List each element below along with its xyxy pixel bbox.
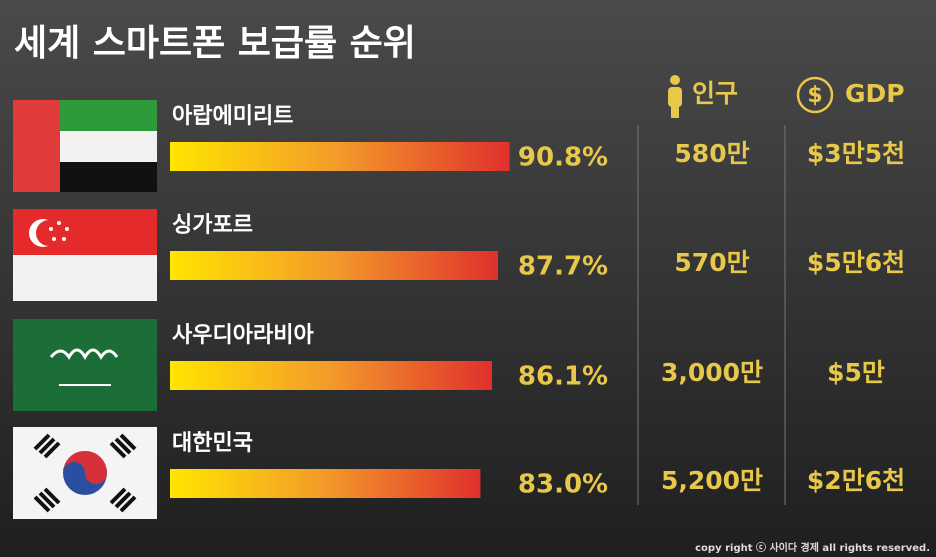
column-cell: $2만6천 bbox=[807, 466, 905, 495]
column-cell: 570만 bbox=[674, 248, 749, 277]
footer: copy right ⓒ 사이다 경제 all rights reserved. bbox=[695, 541, 930, 554]
column-cell: 580만 bbox=[674, 139, 749, 168]
bar bbox=[170, 361, 493, 390]
country-name: 대한민국 bbox=[172, 431, 253, 456]
value-label: 90.8% bbox=[518, 143, 608, 173]
bar bbox=[170, 251, 498, 280]
column-cell: 3,000만 bbox=[661, 358, 763, 387]
column-cell: $3만5천 bbox=[807, 139, 905, 168]
flag-korea bbox=[13, 427, 157, 519]
column-header: GDP bbox=[845, 79, 905, 108]
gdp-icon: $ bbox=[796, 76, 834, 114]
flag-uae bbox=[13, 100, 157, 192]
value-label: 87.7% bbox=[518, 252, 608, 282]
flag-singapore bbox=[13, 209, 157, 301]
column-cell: $5만6천 bbox=[807, 248, 905, 277]
population-icon bbox=[668, 75, 682, 118]
svg-text:$: $ bbox=[807, 83, 822, 108]
flag-saudi bbox=[13, 319, 157, 411]
column-cell: 5,200만 bbox=[661, 466, 763, 495]
value-label: 83.0% bbox=[518, 470, 608, 500]
country-name: 아랍에미리트 bbox=[172, 104, 293, 129]
bar bbox=[170, 142, 510, 171]
value-label: 86.1% bbox=[518, 362, 608, 392]
country-name: 싱가포르 bbox=[172, 213, 253, 238]
bar bbox=[170, 469, 481, 498]
column-cell: $5만 bbox=[827, 358, 885, 387]
country-name: 사우디아라비아 bbox=[172, 323, 314, 348]
column-header: 인구 bbox=[692, 79, 738, 108]
chart-title: 세계 스마트폰 보급률 순위 bbox=[14, 23, 416, 64]
